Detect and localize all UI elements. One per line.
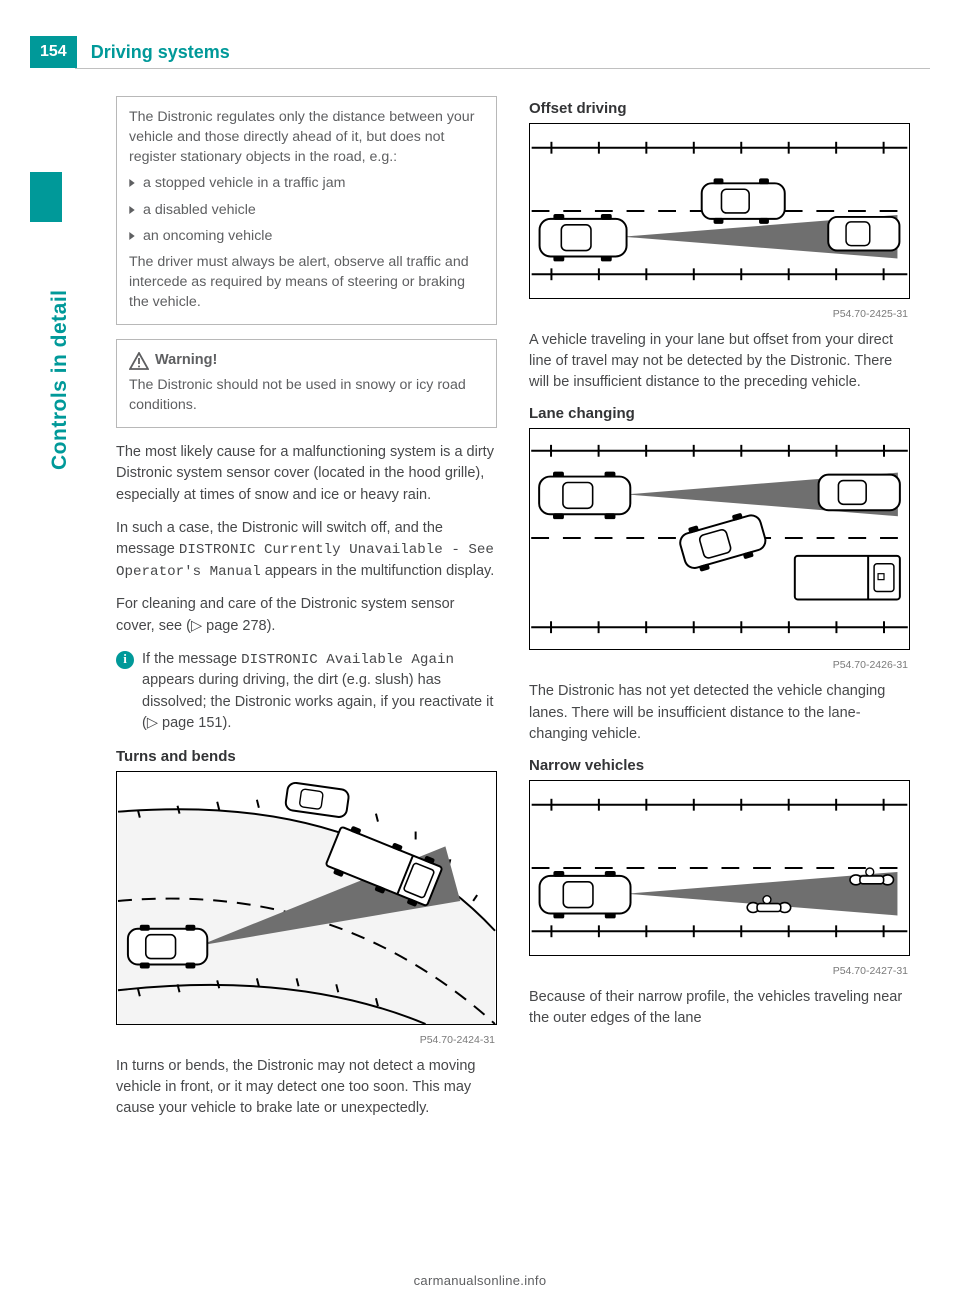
warning1-outro: The driver must always be alert, observe… [129,252,484,312]
warning-box-1: The Distronic regulates only the distanc… [116,96,497,325]
p-offset: A vehicle traveling in your lane but off… [529,330,910,393]
sub-lanechange: Lane changing [529,405,910,422]
content: The Distronic regulates only the distanc… [116,96,910,1131]
body-p2: In such a case, the Distronic will switc… [116,518,497,583]
header-rule [75,68,930,69]
caption-body-turns: In turns or bends, the Distronic may not… [116,1056,497,1119]
warning-box-2: Warning! The Distronic should not be use… [116,339,497,428]
info-b: appears during driving, the dirt (e.g. s… [142,672,493,730]
section-title: Driving systems [91,42,230,63]
list-item: an oncoming vehicle [129,226,484,246]
page-number: 154 [30,36,77,68]
warning-heading: Warning! [129,350,484,371]
fig-lane-caption: P54.70-2426-31 [529,659,910,671]
warning-triangle-icon [129,352,149,370]
info-icon: i [116,651,134,669]
list-item: a disabled vehicle [129,200,484,220]
info-a: If the message [142,651,241,667]
fig-narrow-caption: P54.70-2427-31 [529,965,910,977]
figure-offset [529,123,910,299]
warning-head-text: Warning! [155,350,217,371]
warning2-body: The Distronic should not be used in snow… [129,375,484,415]
p2b: appears in the multifunction display. [261,563,494,579]
list-item: a stopped vehicle in a traffic jam [129,173,484,193]
warning1-list: a stopped vehicle in a traffic jam a dis… [129,173,484,245]
sub-offset: Offset driving [529,100,910,117]
info-block: i If the message DISTRONIC Available Aga… [116,649,497,734]
figure-narrow [529,780,910,956]
fig-turns-caption: P54.70-2424-31 [116,1034,497,1046]
sub-narrow: Narrow vehicles [529,757,910,774]
figure-turns [116,771,497,1025]
side-tab-label: Controls in detail [48,289,72,470]
body-p3: For cleaning and care of the Distronic s… [116,594,497,636]
p-lane: The Distronic has not yet detected the v… [529,681,910,744]
footer: carmanualsonline.info [0,1273,960,1288]
info-mono: DISTRONIC Available Again [241,652,454,668]
left-column: The Distronic regulates only the distanc… [116,96,497,1131]
warning1-intro: The Distronic regulates only the distanc… [129,107,484,167]
p-narrow: Because of their narrow profile, the veh… [529,987,910,1029]
figure-lanechange [529,428,910,650]
body-p1: The most likely cause for a malfunctioni… [116,442,497,505]
side-tab-box [30,172,62,222]
info-text: If the message DISTRONIC Available Again… [142,649,497,734]
right-column: Offset driving [529,96,910,1131]
fig-offset-caption: P54.70-2425-31 [529,308,910,320]
sub-turns: Turns and bends [116,748,497,765]
header-bar: 154 Driving systems [30,36,230,68]
